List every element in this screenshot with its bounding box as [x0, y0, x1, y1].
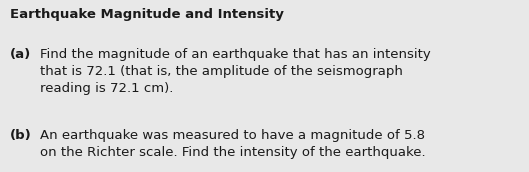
Text: (b): (b)	[10, 129, 31, 142]
Text: (a): (a)	[10, 48, 31, 61]
Text: An earthquake was measured to have a magnitude of 5.8
on the Richter scale. Find: An earthquake was measured to have a mag…	[40, 129, 425, 159]
Text: Find the magnitude of an earthquake that has an intensity
that is 72.1 (that is,: Find the magnitude of an earthquake that…	[40, 48, 431, 95]
Text: Earthquake Magnitude and Intensity: Earthquake Magnitude and Intensity	[10, 8, 284, 21]
